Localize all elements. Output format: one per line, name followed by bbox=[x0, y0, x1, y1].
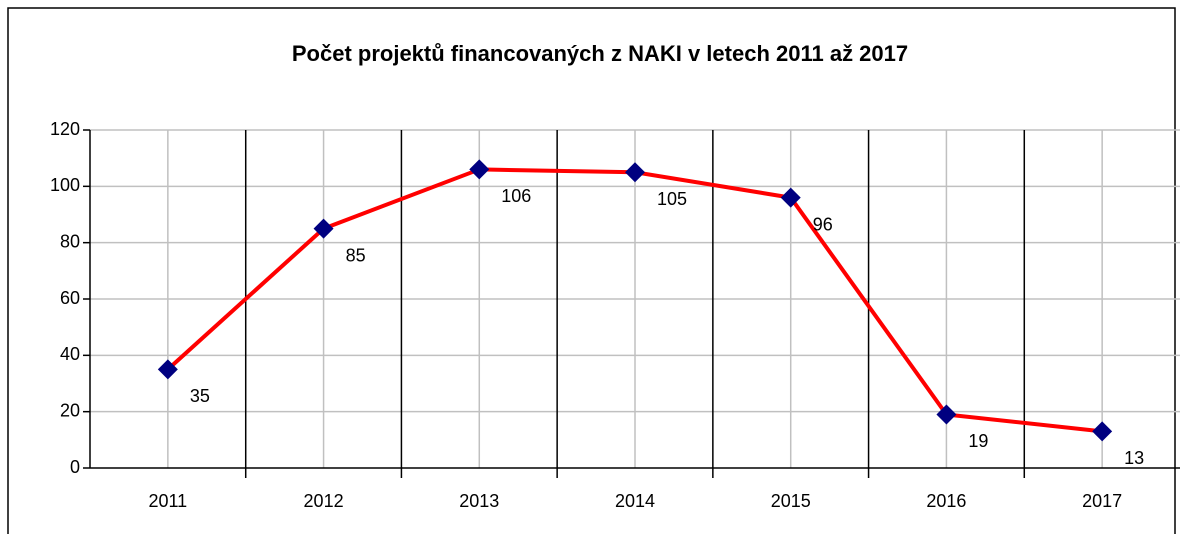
data-label: 85 bbox=[346, 245, 366, 265]
data-marker bbox=[157, 359, 178, 380]
data-label: 105 bbox=[657, 189, 687, 209]
chart-border bbox=[7, 7, 1176, 534]
data-label: 96 bbox=[813, 214, 833, 234]
data-marker bbox=[625, 162, 645, 183]
chart-title: Počet projektů financovaných z NAKI v le… bbox=[292, 41, 908, 66]
x-tick-label: 2016 bbox=[926, 491, 966, 511]
data-label: 35 bbox=[190, 386, 210, 406]
data-marker bbox=[313, 218, 334, 239]
x-tick-label: 2012 bbox=[304, 491, 344, 511]
y-tick-label: 20 bbox=[60, 400, 80, 420]
data-marker bbox=[469, 159, 490, 180]
y-tick-label: 60 bbox=[60, 288, 80, 308]
x-tick-label: 2017 bbox=[1082, 491, 1122, 511]
y-tick-label: 120 bbox=[50, 119, 80, 139]
data-marker bbox=[1092, 421, 1113, 442]
data-marker bbox=[936, 404, 957, 425]
y-tick-label: 80 bbox=[60, 231, 80, 251]
data-label: 106 bbox=[501, 186, 531, 206]
y-tick-label: 0 bbox=[70, 457, 80, 477]
y-tick-label: 100 bbox=[50, 175, 80, 195]
y-tick-label: 40 bbox=[60, 344, 80, 364]
x-tick-label: 2011 bbox=[148, 491, 187, 511]
x-tick-label: 2015 bbox=[771, 491, 811, 511]
data-label: 13 bbox=[1124, 448, 1144, 468]
data-label: 19 bbox=[968, 431, 988, 451]
x-tick-label: 2014 bbox=[615, 491, 655, 511]
data-marker bbox=[780, 187, 801, 208]
x-tick-label: 2013 bbox=[459, 491, 499, 511]
